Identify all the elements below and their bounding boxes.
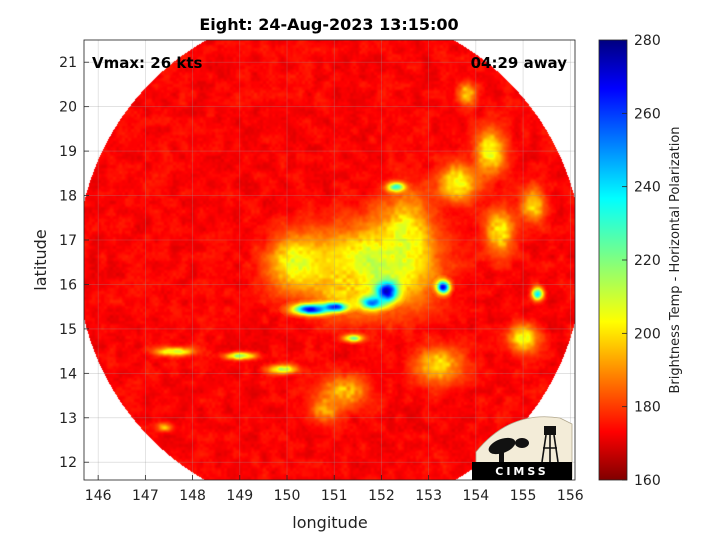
logo-tower-legs <box>541 434 559 463</box>
y-axis-label: latitude <box>31 229 50 290</box>
y-tick-label: 15 <box>59 322 77 338</box>
y-tick-label: 13 <box>59 411 77 427</box>
x-tick-label: 154 <box>462 488 489 504</box>
colorbar-tick-label: 200 <box>634 326 661 342</box>
y-tick-label: 17 <box>59 233 77 249</box>
colorbar-tick-label: 260 <box>634 106 661 122</box>
logo-band <box>472 462 572 480</box>
logo-dish-icon <box>488 437 516 455</box>
y-tick-label: 14 <box>59 366 77 382</box>
time-away-annotation: 04:29 away <box>471 54 568 72</box>
y-tick-label: 20 <box>59 100 77 116</box>
x-axis-label: longitude <box>292 513 367 532</box>
y-tick-label: 19 <box>59 144 77 160</box>
colorbar-ticks: 160 180 200 220 240 260 280 <box>622 33 661 489</box>
vmax-annotation: Vmax: 26 kts <box>92 54 202 72</box>
x-tick-label: 149 <box>226 488 253 504</box>
x-tick-label: 151 <box>321 488 348 504</box>
logo-dish-stand <box>499 448 504 462</box>
y-tick-label: 21 <box>59 55 77 71</box>
grid-lines <box>84 40 575 480</box>
x-axis-ticks: 146 147 148 149 150 151 152 153 154 155 156 <box>85 475 584 504</box>
x-tick-label: 148 <box>179 488 206 504</box>
y-tick-label: 12 <box>59 455 77 471</box>
logo-dish-small-icon <box>515 438 529 448</box>
x-tick-label: 155 <box>510 488 537 504</box>
colorbar-tick-label: 220 <box>634 253 661 269</box>
colorbar-tick-label: 160 <box>634 473 661 489</box>
y-axis-ticks: 12 13 14 15 16 17 18 19 20 21 <box>59 55 89 471</box>
x-tick-label: 152 <box>368 488 395 504</box>
colorbar-tick-label: 240 <box>634 180 661 196</box>
x-tick-label: 156 <box>557 488 584 504</box>
chart-title: Eight: 24-Aug-2023 13:15:00 <box>199 15 458 34</box>
x-tick-label: 153 <box>415 488 442 504</box>
logo-text: CIMSS <box>495 465 548 478</box>
y-tick-label: 16 <box>59 277 77 293</box>
brightness-temperature-map <box>84 40 575 480</box>
y-tick-label: 18 <box>59 189 77 205</box>
colorbar-label: Brightness Temp - Horizontal Polarizatio… <box>668 126 683 393</box>
x-tick-label: 146 <box>85 488 112 504</box>
colorbar-tick-label: 180 <box>634 400 661 416</box>
cimss-logo: CIMSS <box>472 416 573 480</box>
x-tick-label: 147 <box>132 488 159 504</box>
logo-tower-icon <box>544 426 556 435</box>
x-tick-label: 150 <box>274 488 301 504</box>
colorbar-tick-label: 280 <box>634 33 661 49</box>
axes-frame <box>83 39 576 481</box>
